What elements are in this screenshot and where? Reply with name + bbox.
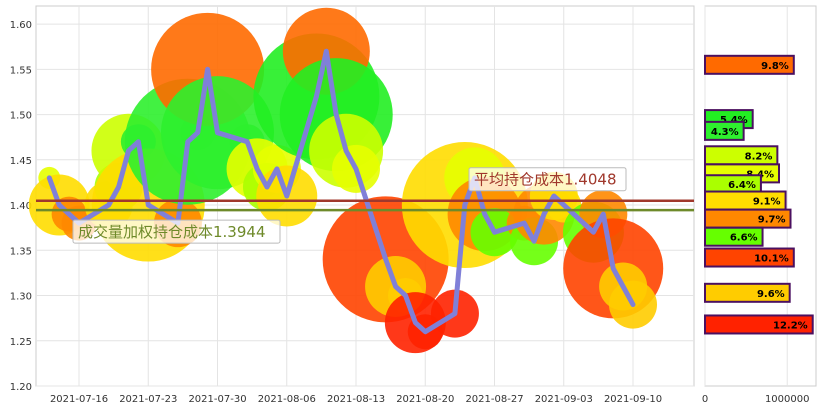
y-tick-label: 1.35 xyxy=(10,246,32,257)
distribution-bar-label: 12.2% xyxy=(773,320,808,331)
price-y-ticks: 1.20 1.25 1.30 1.35 1.40 1.45 1.50 1.55 1.60 xyxy=(10,20,32,393)
distribution-bar-label: 8.2% xyxy=(745,151,773,162)
x-tick-label: 2021-08-13 xyxy=(327,394,385,405)
x-tick-label: 2021-08-27 xyxy=(465,394,523,405)
y-tick-label: 1.25 xyxy=(10,337,32,348)
volume-weighted-cost-label: 成交量加权持仓成本1.3944 xyxy=(78,223,266,241)
x-tick-label: 2021-09-03 xyxy=(535,394,593,405)
x-tick-label: 2021-08-06 xyxy=(258,394,316,405)
distribution-tick-label: 1000000 xyxy=(765,394,810,405)
x-tick-label: 2021-09-10 xyxy=(604,394,662,405)
x-tick-label: 2021-07-16 xyxy=(50,394,108,405)
average-cost-label: 平均持仓成本1.4048 xyxy=(474,171,617,189)
distribution-bar-label: 5.4% xyxy=(720,115,748,126)
distribution-bars: 9.8%5.4%4.3%8.2%8.4%6.4%9.1%9.7%6.6%10.1… xyxy=(704,54,814,335)
average-cost-label-box xyxy=(468,167,627,192)
distribution-x-ticks: 0 1000000 xyxy=(702,394,810,405)
distribution-bar-label: 9.6% xyxy=(757,289,785,300)
x-tick-label: 2021-07-23 xyxy=(119,394,177,405)
distribution-bar-label: 9.8% xyxy=(761,61,789,72)
distribution-bar xyxy=(704,226,764,247)
distribution-bar-label: 6.6% xyxy=(730,233,758,244)
distribution-bar-label: 10.1% xyxy=(754,254,789,265)
distribution-bar xyxy=(704,54,795,75)
distribution-bar-label: 4.3% xyxy=(711,127,739,138)
price-line xyxy=(46,48,636,335)
distribution-bar-label: 9.1% xyxy=(753,197,781,208)
y-tick-label: 1.30 xyxy=(10,292,32,303)
distribution-bar xyxy=(704,282,791,303)
distribution-bar xyxy=(704,314,814,335)
y-tick-label: 1.45 xyxy=(10,156,32,167)
price-series xyxy=(46,48,636,335)
cost-lines: 平均持仓成本1.4048 成交量加权持仓成本1.3944 xyxy=(36,167,694,244)
y-tick-label: 1.60 xyxy=(10,20,32,31)
y-tick-label: 1.40 xyxy=(10,201,32,212)
distribution-bar-label: 6.4% xyxy=(728,180,756,191)
y-tick-label: 1.50 xyxy=(10,111,32,122)
y-tick-label: 1.20 xyxy=(10,382,32,393)
distribution-bar-label: 9.7% xyxy=(758,215,786,226)
y-tick-label: 1.55 xyxy=(10,65,32,76)
distribution-bar xyxy=(704,247,795,268)
x-tick-label: 2021-07-30 xyxy=(188,394,246,405)
distribution-tick-label: 0 xyxy=(702,394,708,405)
distribution-bar xyxy=(704,120,745,141)
x-tick-label: 2021-08-20 xyxy=(396,394,454,405)
volume-weighted-cost-label-box xyxy=(72,219,281,244)
price-x-ticks: 2021-07-16 2021-07-23 2021-07-30 2021-08-06… xyxy=(50,394,662,405)
